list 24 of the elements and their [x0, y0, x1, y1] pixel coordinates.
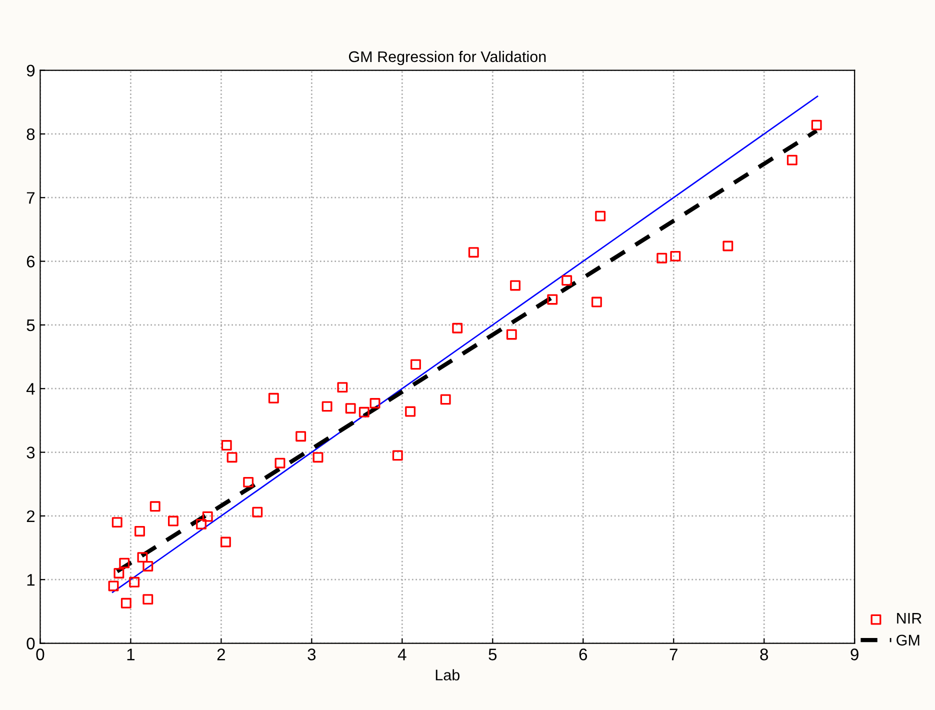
- x-tick-label: 7: [670, 648, 678, 660]
- x-tick-label: 3: [308, 648, 316, 660]
- y-tick-label: 9: [26, 64, 35, 76]
- x-tick-label: 4: [398, 648, 406, 660]
- y-tick-label: 5: [26, 320, 35, 332]
- y-tick-label: 4: [26, 383, 35, 395]
- y-tick-label: 7: [26, 192, 35, 204]
- x-tick-label: 1: [127, 648, 135, 660]
- legend-label: GM: [896, 634, 920, 646]
- x-tick-label: 9: [850, 648, 858, 660]
- legend-label: NIR: [897, 613, 922, 624]
- y-tick-label: 8: [26, 128, 35, 140]
- y-tick-label: 1: [27, 574, 35, 586]
- x-tick-label: 5: [488, 648, 497, 660]
- y-tick-label: 2: [26, 510, 35, 522]
- x-tick-label: 8: [760, 648, 768, 660]
- x-tick-label: 2: [217, 648, 225, 660]
- y-tick-label: 3: [26, 446, 35, 458]
- chart-title: GM Regression for Validation: [348, 50, 546, 66]
- x-tick-label: 6: [579, 648, 588, 660]
- x-tick-label: 0: [36, 648, 44, 660]
- y-tick-label: 0: [26, 638, 35, 650]
- x-axis-title: Lab: [436, 669, 460, 680]
- y-tick-label: 6: [26, 256, 35, 268]
